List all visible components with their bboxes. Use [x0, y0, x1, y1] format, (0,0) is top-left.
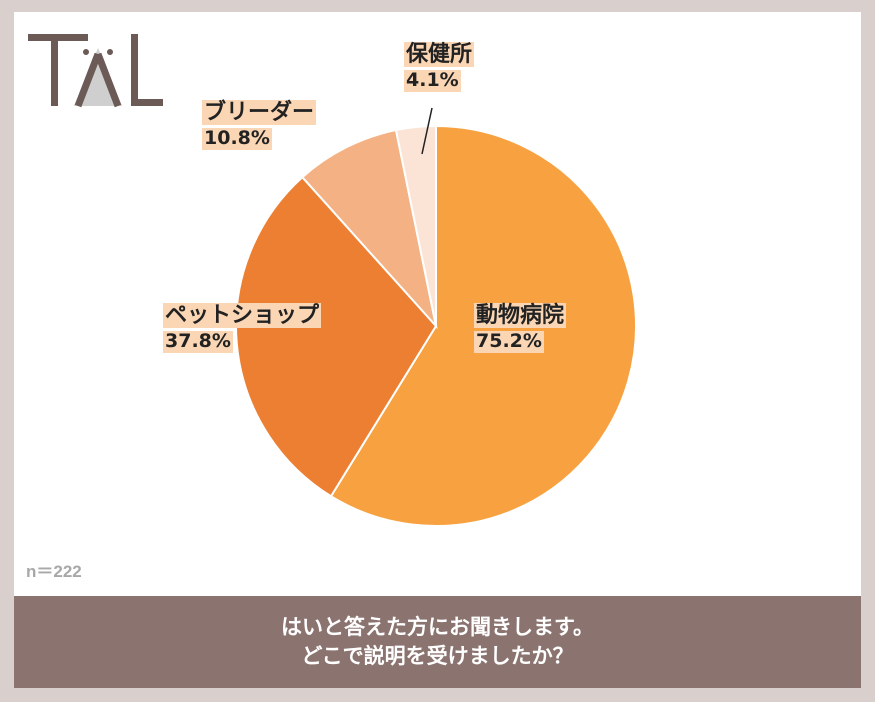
label-shelter-name: 保健所: [404, 42, 475, 68]
label-shelter: 保健所 4.1%: [404, 42, 475, 93]
label-hospital-pct: 75.2%: [474, 330, 544, 354]
leader-line-shelter: [421, 107, 433, 155]
pie-slice-shelter: [394, 124, 437, 327]
question-banner: はいと答えた方にお聞きします。 どこで説明を受けましたか？: [14, 596, 861, 688]
pie-chart: [235, 107, 637, 527]
sample-size: n＝222: [26, 562, 82, 581]
label-hospital: 動物病院 75.2%: [474, 303, 567, 354]
pie-slice-breeder: [300, 128, 438, 330]
label-breeder-name: ブリーダー: [202, 100, 317, 126]
tal-logo: [28, 34, 163, 108]
question-line-1: はいと答えた方にお聞きします。: [281, 615, 594, 639]
question-line-2: どこで説明を受けましたか？: [301, 644, 574, 668]
label-petshop-pct: 37.8%: [163, 330, 233, 354]
pie-slice-petshop: [235, 175, 438, 498]
label-hospital-name: 動物病院: [474, 303, 567, 329]
label-petshop-name: ペットショップ: [163, 303, 322, 329]
label-breeder-pct: 10.8%: [202, 127, 272, 151]
chart-card: 動物病院 75.2% ペットショップ 37.8% ブリーダー 10.8% 保健所…: [14, 12, 861, 688]
label-breeder: ブリーダー 10.8%: [202, 100, 317, 151]
label-petshop: ペットショップ 37.8%: [163, 303, 322, 354]
label-shelter-pct: 4.1%: [404, 69, 461, 93]
